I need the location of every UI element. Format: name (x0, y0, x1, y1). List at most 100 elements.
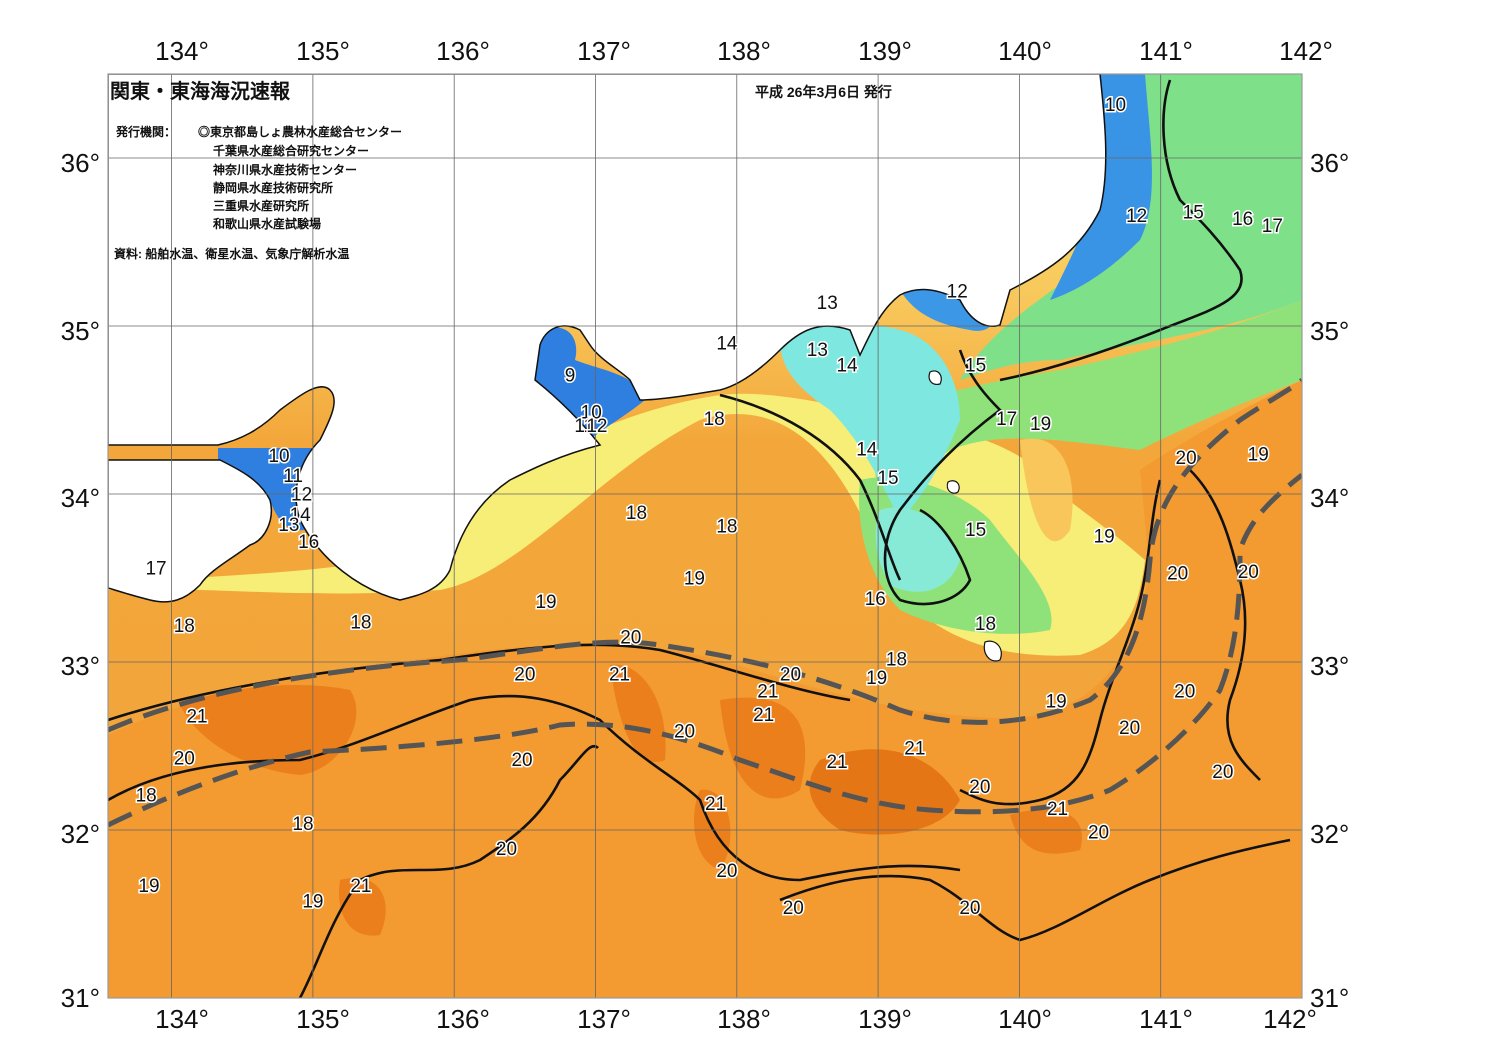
isotherm-label: 16 (298, 532, 319, 553)
isotherm-20-southeast (779, 838, 1291, 942)
isotherm-label: 17 (145, 559, 166, 580)
isotherm-label: 13 (278, 515, 299, 536)
zone-19-east (1020, 438, 1073, 542)
lat-label: 35° (1310, 316, 1349, 346)
issuer-line: 神奈川県水産技術センター (213, 162, 357, 177)
lon-label: 139° (858, 36, 912, 66)
land-honshu (108, 74, 1107, 601)
isotherm-label: 20 (959, 898, 980, 919)
isotherm-label: 17 (996, 409, 1017, 430)
lon-label: 141° (1139, 1004, 1193, 1034)
isotherm-18 (719, 393, 902, 581)
issuer-line: 和歌山県水産試験場 (212, 216, 321, 231)
issuer-label: 発行機関： (115, 124, 176, 139)
isotherm-label: 20 (1088, 822, 1109, 843)
isotherm-label: 20 (511, 750, 532, 771)
isotherm-label: 20 (969, 777, 990, 798)
zone-21-f (1010, 809, 1082, 854)
lon-label: 137° (577, 1004, 631, 1034)
isotherm-label: 15 (965, 520, 986, 541)
longitude-labels-bottom: 134° 135° 136° 137° 138° 139° 140° 141° … (155, 1004, 1317, 1034)
isotherm-20-mid (108, 694, 961, 882)
map-frame (107, 73, 1303, 999)
lon-label: 134° (155, 36, 209, 66)
isotherm-label: 19 (866, 668, 887, 689)
zone-14 (780, 323, 960, 520)
zone-21-a (180, 685, 357, 775)
isotherm-label: 19 (1046, 691, 1067, 712)
isotherm-label: 20 (783, 898, 804, 919)
isotherm-15-a (883, 349, 1002, 606)
lat-label: 35° (61, 316, 100, 346)
lat-label: 36° (1310, 148, 1349, 178)
lat-label: 32° (61, 819, 100, 849)
lon-label: 139° (858, 1004, 912, 1034)
isotherm-label: 18 (716, 517, 737, 538)
isotherm-label: 20 (496, 839, 517, 860)
lon-label: 138° (717, 1004, 771, 1034)
isotherm-label: 18 (292, 814, 313, 835)
isotherm-label: 21 (827, 752, 848, 773)
isotherm-label: 19 (302, 891, 323, 912)
isotherm-label: 10 (1105, 95, 1126, 116)
lon-label: 142° (1263, 1004, 1317, 1034)
isotherm-label: 20 (1167, 564, 1188, 585)
isotherm-label: 18 (704, 409, 725, 430)
isotherm-label: 10 (581, 402, 602, 423)
isotherm-label: 18 (136, 785, 157, 806)
isotherm-label: 20 (1176, 448, 1197, 469)
isotherm-label: 14 (290, 505, 312, 526)
isotherm-label: 18 (350, 612, 371, 633)
issuer-line: 千葉県水産総合研究センター (213, 143, 369, 158)
lon-label: 136° (436, 1004, 490, 1034)
lon-label: 141° (1139, 36, 1193, 66)
lon-label: 142° (1279, 36, 1333, 66)
issuer-line: 静岡県水産技術研究所 (213, 180, 333, 195)
isotherm-label: 21 (705, 794, 726, 815)
zone-21-b (610, 664, 666, 762)
isotherm-label: 20 (174, 748, 195, 769)
kuroshio-axis-south (108, 473, 1302, 828)
isotherm-label: 15 (965, 355, 986, 376)
lon-label: 138° (717, 36, 771, 66)
isotherm-label: 16 (865, 589, 886, 610)
isotherm-label: 14 (716, 334, 738, 355)
isotherm-label: 9 (565, 365, 576, 386)
isotherm-label: 13 (817, 293, 838, 314)
isotherm-20-east (959, 479, 1162, 806)
longitude-labels-top: 134° 135° 136° 137° 138° 139° 140° 141° … (155, 36, 1333, 66)
isotherm-label: 19 (1094, 527, 1115, 548)
isotherm-label: 20 (1212, 762, 1233, 783)
land-miyake (928, 370, 942, 385)
isotherm-label: 16 (1232, 209, 1253, 230)
isotherm-label: 18 (975, 614, 996, 635)
lat-label: 34° (61, 483, 100, 513)
isotherm-label: 20 (514, 664, 535, 685)
lat-label: 33° (61, 651, 100, 681)
lat-label: 36° (61, 148, 100, 178)
isotherm-label: 21 (609, 664, 630, 685)
isotherm-label: 20 (1238, 562, 1259, 583)
isotherm-label: 19 (684, 569, 705, 590)
zone-20 (108, 380, 1302, 998)
lon-label: 140° (998, 1004, 1052, 1034)
lat-label: 31° (1310, 983, 1349, 1013)
issue-date: 平成 26年3月6日 発行 (755, 84, 892, 100)
isotherm-label: 19 (1030, 414, 1051, 435)
map-title: 関東・東海海況速報 (110, 79, 291, 103)
isotherm-label: 19 (138, 876, 159, 897)
isotherm-label: 12 (586, 416, 607, 437)
isotherm-label: 21 (350, 876, 371, 897)
issuer-line: ◎東京都島しょ農林水産総合センター (198, 124, 402, 139)
isotherm-label: 21 (904, 738, 925, 759)
lon-label: 136° (436, 36, 490, 66)
isotherm-label: 19 (535, 592, 556, 613)
isotherm-label: 20 (780, 664, 801, 685)
lon-label: 135° (296, 36, 350, 66)
isotherm-label: 10 (268, 446, 289, 467)
lat-label: 34° (1310, 483, 1349, 513)
isotherm-label: 14 (836, 355, 858, 376)
isotherm-20-south (298, 744, 599, 998)
isotherm-label: 18 (174, 616, 195, 637)
isotherm-label: 21 (753, 705, 774, 726)
